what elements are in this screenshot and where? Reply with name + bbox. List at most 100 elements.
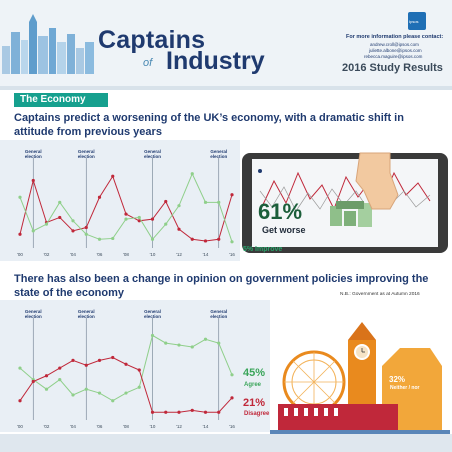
data-point (230, 193, 234, 197)
series-line (19, 175, 233, 242)
data-point (164, 222, 168, 226)
x-tick-label: '04 (70, 424, 76, 429)
x-tick-label: '00 (17, 252, 23, 257)
neither-label: Neither / nor (390, 385, 420, 391)
data-point (124, 362, 128, 366)
data-point (18, 366, 22, 370)
data-point (190, 345, 194, 349)
data-point (230, 240, 234, 244)
data-point (111, 399, 115, 403)
x-tick-label: '08 (123, 252, 129, 257)
ipsos-logo-text: Ipsos (409, 19, 419, 24)
data-point (124, 391, 128, 395)
x-tick-label: '10 (150, 424, 156, 429)
x-tick-label: '10 (150, 252, 156, 257)
data-point (164, 341, 168, 345)
data-point (44, 222, 49, 226)
title-of: of (143, 57, 153, 69)
tablet-illustration (242, 152, 448, 253)
data-point (164, 199, 168, 204)
data-point (177, 410, 181, 414)
data-point (84, 363, 88, 367)
policies-heading: There has also been a change in opinion … (14, 273, 429, 299)
election-marker-label: General (25, 149, 42, 154)
header-divider (0, 86, 452, 90)
x-tick-label: '14 (203, 424, 209, 429)
data-point (97, 195, 102, 199)
data-point (58, 378, 62, 382)
x-tick-label: '04 (70, 252, 76, 257)
chart2-panel (0, 300, 270, 432)
data-point (71, 358, 75, 362)
x-tick-label: '16 (229, 252, 235, 257)
election-marker-label: General (144, 309, 161, 314)
title-industry: Industry (166, 47, 265, 75)
data-point (203, 200, 208, 204)
x-tick-label: '08 (123, 424, 129, 429)
government-note: N.B.: Government as at Autumn 2016 (340, 292, 420, 297)
x-tick-label: '02 (44, 252, 50, 257)
contact-email[interactable]: andrew.croll@ipsos.com (370, 42, 419, 47)
data-point (217, 410, 221, 414)
data-point (203, 239, 208, 243)
study-results-label: 2016 Study Results (342, 62, 443, 74)
data-point (137, 219, 141, 223)
footer-band (0, 434, 452, 452)
election-marker-label: General (78, 309, 95, 314)
get-worse-label: Get worse (262, 225, 306, 235)
election-marker-label: election (210, 314, 227, 319)
data-point (31, 379, 35, 384)
section-title: The Economy (20, 94, 86, 105)
series-line (19, 334, 233, 402)
data-point (18, 399, 22, 403)
data-point (177, 204, 181, 208)
data-point (18, 232, 22, 236)
data-point (58, 366, 62, 370)
data-point (203, 410, 208, 414)
disagree-label: Disagree (244, 411, 270, 417)
data-point (58, 215, 62, 220)
election-marker-label: election (25, 314, 42, 319)
data-point (97, 237, 102, 241)
data-point (71, 229, 75, 233)
election-marker-label: election (210, 154, 227, 159)
x-tick-label: '06 (97, 252, 103, 257)
data-point (190, 172, 194, 176)
x-tick-label: '02 (44, 424, 50, 429)
ipsos-logo (408, 12, 426, 30)
election-marker-label: General (78, 149, 95, 154)
x-tick-label: '16 (229, 424, 235, 429)
data-point (150, 237, 155, 241)
city-skyline-illustration (2, 14, 94, 74)
contact-email[interactable]: rebecca.maguire@ipsos.com (364, 54, 423, 59)
disagree-percent: 21% (243, 397, 266, 409)
data-point (124, 212, 128, 216)
election-marker-label: election (78, 154, 95, 159)
data-point (137, 215, 141, 220)
data-point (230, 396, 234, 400)
data-point (111, 174, 115, 178)
section-bar (14, 93, 108, 107)
data-point (137, 385, 141, 389)
economy-heading: Captains predict a worsening of the UK’s… (14, 112, 404, 138)
data-point (217, 200, 221, 204)
data-point (18, 195, 22, 199)
data-point (97, 358, 102, 362)
data-point (44, 387, 49, 391)
x-tick-label: '12 (176, 424, 182, 429)
data-point (164, 410, 168, 414)
contact-email[interactable]: juliette.albone@ipsos.com (369, 48, 422, 53)
x-tick-label: '14 (203, 252, 209, 257)
data-point (230, 373, 234, 377)
election-marker-label: General (144, 149, 161, 154)
data-point (150, 333, 155, 338)
x-tick-label: '06 (97, 424, 103, 429)
london-landmarks-illustration (270, 322, 450, 434)
data-point (217, 237, 221, 241)
data-point (111, 236, 115, 241)
data-point (190, 408, 194, 412)
get-worse-percent: 61% (258, 199, 303, 224)
x-tick-label: '12 (176, 252, 182, 257)
data-point (177, 343, 181, 347)
title-captains: Captains (98, 26, 206, 54)
